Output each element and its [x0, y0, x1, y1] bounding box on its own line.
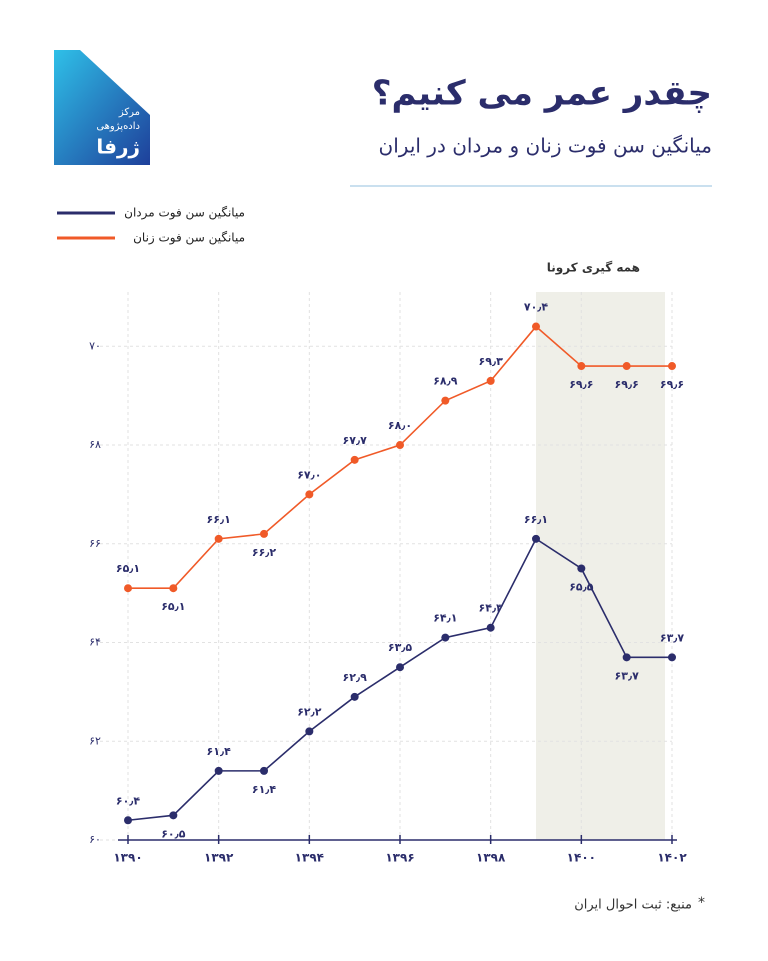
- y-tick-label: ۶۲: [89, 734, 101, 747]
- point: [668, 653, 676, 662]
- point: [668, 362, 676, 371]
- data-label: ۶۰٫۴: [116, 794, 141, 807]
- data-label: ۶۶٫۱: [524, 513, 548, 526]
- point: [350, 692, 359, 701]
- x-tick-label: ۱۳۹۴: [295, 851, 324, 865]
- x-tick-label: ۱۳۹۶: [385, 851, 414, 865]
- data-label: ۶۷٫۰: [297, 468, 321, 481]
- data-label: ۶۰٫۵: [161, 827, 186, 840]
- data-label: ۶۲٫۲: [297, 705, 322, 718]
- point: [441, 396, 450, 405]
- source-marker: *: [698, 895, 705, 911]
- y-tick-label: ۶۰: [89, 833, 101, 846]
- point: [305, 490, 314, 499]
- point: [124, 584, 132, 593]
- chart-title: چقدر عمر می کنیم؟: [372, 74, 712, 114]
- point: [169, 584, 178, 593]
- point: [260, 529, 268, 538]
- x-tick-label: ۱۴۰۰: [567, 851, 596, 865]
- y-tick-label: ۶۶: [89, 537, 101, 550]
- point: [486, 623, 495, 632]
- x-tick-label: ۱۴۰۲: [657, 851, 687, 865]
- data-label: ۶۳٫۷: [660, 631, 685, 644]
- data-label: ۶۶٫۲: [252, 546, 277, 559]
- logo-shape: [54, 50, 150, 165]
- point: [396, 441, 404, 450]
- y-tick-label: ۶۴: [89, 636, 101, 649]
- point: [396, 663, 404, 672]
- point: [169, 811, 178, 820]
- data-label: ۶۸٫۹: [433, 375, 458, 388]
- data-label: ۶۲٫۹: [343, 671, 368, 684]
- data-label: ۶۹٫۶: [569, 378, 593, 391]
- logo-name: ژرفا: [96, 135, 140, 159]
- data-label: ۶۹٫۳: [479, 355, 504, 368]
- logo-text: داده‌پژوهی: [96, 121, 140, 132]
- data-label: ۶۵٫۱: [116, 562, 140, 575]
- data-label: ۶۱٫۴: [252, 783, 277, 796]
- point: [532, 534, 540, 543]
- data-label: ۷۰٫۴: [524, 301, 549, 314]
- point: [260, 766, 268, 775]
- point: [305, 727, 314, 736]
- point: [124, 816, 132, 825]
- data-label: ۶۶٫۱: [207, 513, 231, 526]
- shaded-region: [536, 292, 665, 840]
- point: [350, 455, 359, 464]
- x-tick-label: ۱۳۹۸: [476, 851, 506, 865]
- x-tick-label: ۱۳۹۲: [204, 851, 234, 865]
- data-label: ۶۱٫۴: [207, 745, 232, 758]
- point: [622, 653, 631, 662]
- y-tick-label: ۶۸: [89, 438, 101, 451]
- legend-label: میانگین سن فوت مردان: [124, 206, 245, 221]
- legend-label: میانگین سن فوت زنان: [133, 231, 245, 246]
- source: منبع: ثبت احوال ایران: [574, 898, 692, 913]
- data-label: ۶۳٫۷: [615, 669, 640, 682]
- data-label: ۶۷٫۷: [343, 434, 368, 447]
- point: [622, 362, 631, 371]
- data-label: ۶۳٫۵: [388, 641, 413, 654]
- y-tick-label: ۷۰: [89, 339, 101, 352]
- point: [214, 534, 223, 543]
- point: [577, 564, 586, 573]
- data-label: ۶۵٫۵: [569, 580, 594, 593]
- chart-subtitle: میانگین سن فوت زنان و مردان در ایران: [379, 134, 712, 158]
- data-label: ۶۴٫۳: [479, 602, 504, 615]
- point: [577, 362, 586, 371]
- point: [441, 633, 450, 642]
- point: [532, 322, 540, 331]
- x-tick-label: ۱۳۹۰: [113, 851, 142, 865]
- point: [486, 376, 495, 385]
- shaded-label: همه گیری کرونا: [547, 261, 640, 276]
- point: [214, 766, 223, 775]
- data-label: ۶۹٫۶: [660, 378, 684, 391]
- data-label: ۶۵٫۱: [161, 600, 185, 613]
- data-label: ۶۹٫۶: [615, 378, 639, 391]
- data-label: ۶۴٫۱: [433, 612, 457, 625]
- data-label: ۶۸٫۰: [388, 419, 412, 432]
- logo-text: مرکز: [118, 107, 140, 118]
